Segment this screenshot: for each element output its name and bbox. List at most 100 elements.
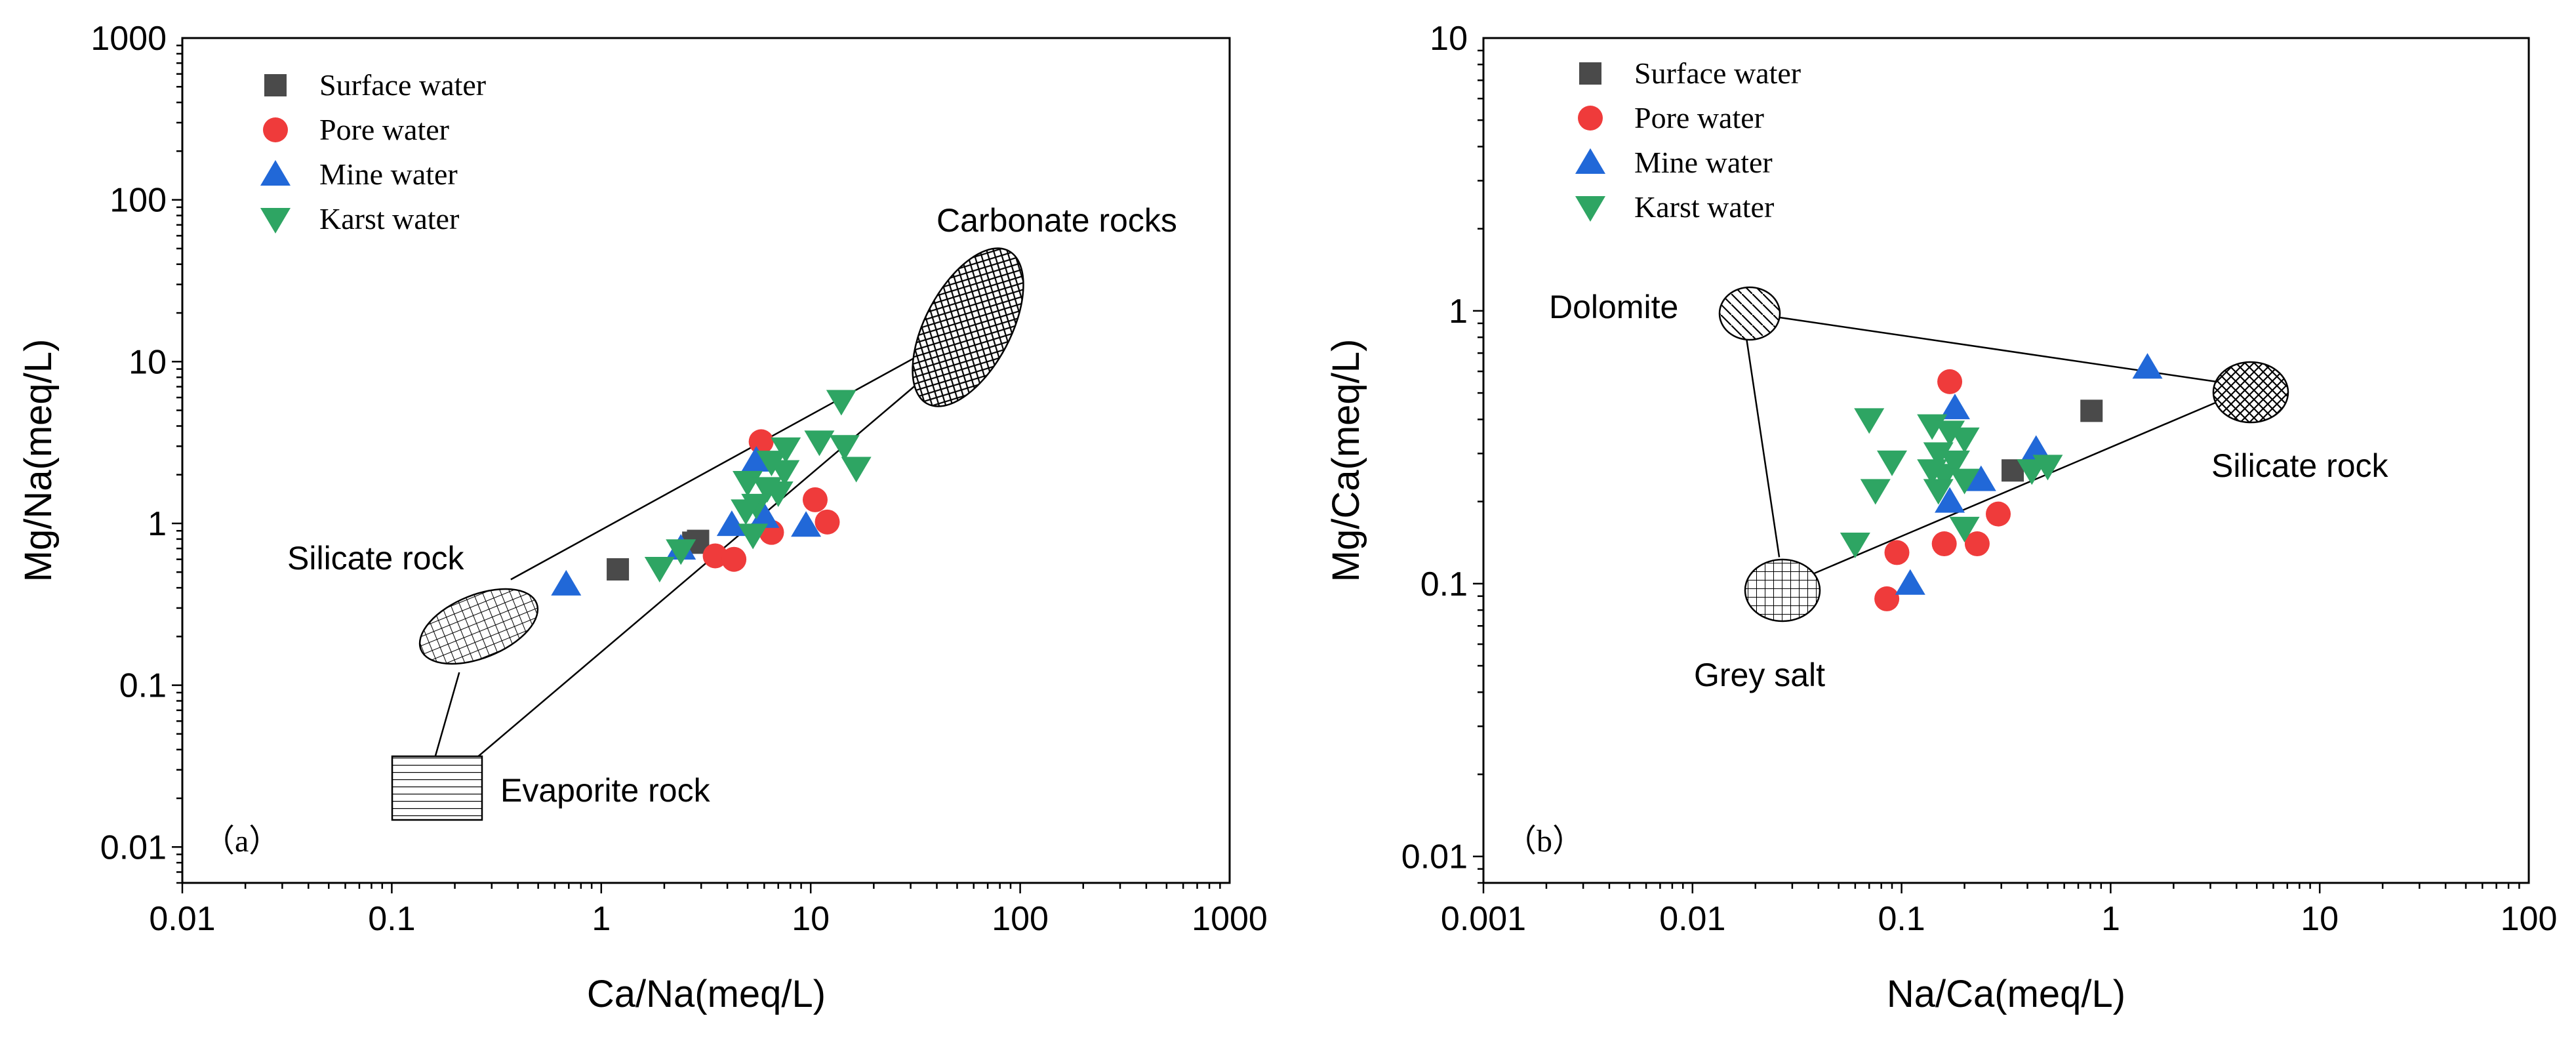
mine-water-point (1939, 394, 1970, 420)
x-tick-label: 0.01 (1659, 900, 1725, 938)
mine-water-point (749, 502, 780, 528)
legend-swatch-surface-water (1579, 62, 1601, 85)
karst-water-point (1840, 533, 1870, 559)
pore-water-point (1964, 531, 1990, 557)
mixing-line (510, 342, 942, 581)
panel-label: （b） (1505, 824, 1584, 859)
pore-water-point (1884, 540, 1910, 565)
mine-water-point (791, 511, 822, 537)
y-tick-label: 0.01 (1401, 838, 1468, 876)
source-regions (1718, 286, 2289, 622)
karst-water-point (1854, 408, 1885, 434)
karst-water-point (1860, 479, 1891, 505)
legend-label-surface-water: Surface water (1634, 56, 1801, 90)
legend-swatch-surface-water (264, 74, 287, 96)
legend-label-pore-water: Pore water (319, 113, 449, 146)
source-regions (391, 247, 1024, 821)
karst-water-point (841, 457, 872, 483)
mine-water-point (2021, 435, 2051, 461)
legend-label-karst-water: Karst water (319, 202, 459, 235)
panel-b: 0.001 0.01 0.1 1 10 100 0.01 0.1 1 10 Dolomite S… (1325, 20, 2557, 1015)
y-tick-label: 1000 (91, 20, 167, 58)
mixing-line (433, 672, 460, 760)
pore-water-point (802, 487, 828, 512)
legend: Surface water Pore water Mine water Karst w… (260, 68, 486, 235)
karst-water-point (1935, 420, 1965, 447)
y-tick-label: 0.01 (100, 828, 167, 866)
evaporite-rock-region (391, 755, 483, 821)
legend-label-pore-water: Pore water (1634, 101, 1764, 134)
mine-water-point (1895, 569, 1925, 595)
pore-water-point (1874, 586, 1900, 611)
pore-water-point (721, 546, 747, 572)
y-tick-labels: 0.01 0.1 1 10 100 1000 (91, 20, 167, 866)
x-tick-label: 10 (792, 900, 830, 938)
y-tick-label: 100 (110, 182, 167, 220)
x-tick-labels: 0.001 0.01 0.1 1 10 100 (1441, 900, 2557, 938)
karst-water-point (1949, 427, 1980, 453)
region-label-dolomite: Dolomite (1549, 289, 1678, 325)
plot-frame (181, 37, 1231, 884)
tick-marks (1473, 49, 2520, 893)
karst-water-point (1949, 516, 1980, 542)
karst-water-point (763, 481, 794, 508)
karst-water-point (731, 499, 761, 525)
x-tick-label: 10 (2301, 900, 2339, 938)
mine-water-point (1935, 487, 1965, 513)
x-tick-label: 100 (2501, 900, 2558, 938)
legend: Surface water Pore water Mine water Karst w… (1575, 56, 1801, 224)
legend-label-karst-water: Karst water (1634, 190, 1774, 224)
silicate-rock-region (418, 588, 539, 665)
pore-water-point (748, 429, 774, 455)
panel-label: （a） (203, 824, 280, 859)
legend-swatch-mine-water (260, 160, 291, 186)
region-label-silicate-rock: Silicate rock (2211, 447, 2389, 484)
karst-water-point (738, 523, 769, 550)
y-axis-label: Mg/Na(meq/L) (17, 339, 60, 582)
y-tick-labels: 0.01 0.1 1 10 (1401, 20, 1468, 876)
karst-water-point (644, 556, 675, 582)
karst-water-point (771, 437, 801, 463)
panel-a: 0.01 0.1 1 10 100 1000 0.01 0.1 1 10 100 1000 Carb… (17, 20, 1268, 1015)
x-tick-labels: 0.01 0.1 1 10 100 1000 (149, 900, 1267, 938)
x-tick-label: 1 (592, 900, 611, 938)
grey-salt-region (1744, 558, 1821, 622)
surface-water-point (2080, 399, 2103, 422)
legend-label-mine-water: Mine water (1634, 146, 1773, 179)
x-tick-label: 100 (992, 900, 1049, 938)
karst-water-point (826, 390, 856, 416)
data-points (551, 390, 872, 596)
mine-water-point (716, 510, 747, 537)
y-tick-label: 10 (1430, 20, 1468, 58)
carbonate-rocks-region (912, 247, 1024, 407)
x-axis-label: Na/Ca(meq/L) (1887, 973, 2125, 1015)
pore-water-point (815, 509, 840, 535)
pore-water-point (702, 543, 728, 569)
plot-frame (1482, 37, 2530, 884)
x-tick-label: 0.1 (1878, 900, 1925, 938)
mixing-line (1803, 397, 2228, 579)
mixing-line (1744, 334, 1781, 558)
legend-swatch-mine-water (1575, 148, 1605, 174)
karst-water-point (2032, 455, 2063, 481)
x-tick-label: 0.1 (368, 900, 415, 938)
legend-label-surface-water: Surface water (319, 68, 486, 102)
mine-water-point (2132, 353, 2163, 379)
surface-water-point (607, 558, 630, 581)
karst-water-point (804, 430, 835, 457)
x-axis-label: Ca/Na(meq/L) (587, 973, 826, 1015)
region-label-carbonate-rocks: Carbonate rocks (936, 202, 1177, 239)
x-tick-label: 0.01 (149, 900, 215, 938)
x-tick-label: 0.001 (1441, 900, 1526, 938)
mine-water-point (741, 445, 772, 472)
legend-label-mine-water: Mine water (319, 157, 458, 191)
legend-swatch-pore-water (263, 117, 288, 142)
karst-water-point (829, 435, 860, 461)
karst-water-point (1917, 414, 1948, 440)
x-tick-label: 1 (2101, 900, 2120, 938)
karst-water-point (666, 539, 696, 565)
karst-water-point (1949, 468, 1980, 495)
data-points (1840, 353, 2163, 611)
y-tick-label: 10 (129, 343, 167, 381)
mine-water-point (1965, 465, 1996, 491)
